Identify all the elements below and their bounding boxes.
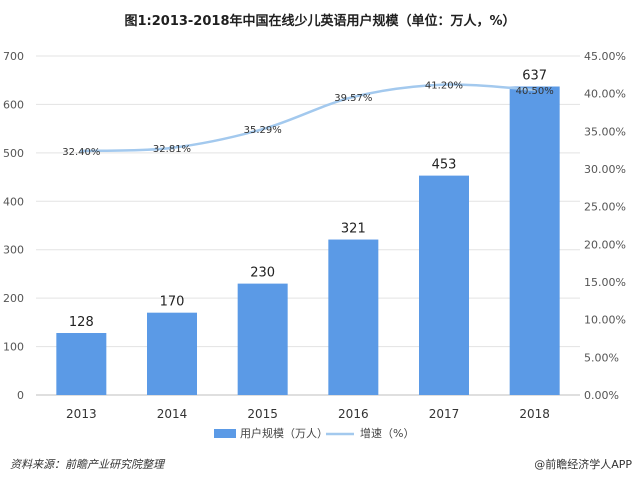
bar — [419, 175, 469, 395]
left-axis-tick-label: 0 — [17, 389, 24, 402]
line-data-label: 32.81% — [153, 144, 191, 155]
bar — [509, 86, 560, 395]
source-note: 资料来源：前瞻产业研究院整理 — [10, 458, 164, 471]
x-axis-tick-label: 2015 — [247, 407, 278, 421]
line-data-label: 41.20% — [425, 81, 463, 92]
left-axis-tick-label: 500 — [3, 147, 24, 160]
right-axis-tick-label: 0.00% — [584, 389, 619, 402]
x-axis-tick-label: 2016 — [338, 407, 369, 421]
bar — [56, 333, 107, 395]
bar-data-label: 637 — [522, 69, 547, 84]
bar-data-label: 230 — [250, 266, 275, 281]
bar-data-label: 453 — [432, 158, 457, 173]
bar-data-label: 128 — [69, 315, 94, 330]
line-point — [170, 146, 174, 150]
left-axis-tick-label: 400 — [3, 195, 24, 208]
left-axis-tick-label: 600 — [3, 98, 24, 111]
bar — [237, 283, 288, 395]
right-axis-tick-label: 30.00% — [584, 163, 626, 176]
growth-line — [81, 83, 535, 153]
line-point — [79, 149, 83, 153]
bar-data-label: 170 — [160, 295, 185, 310]
chart-title: 图1:2013-2018年中国在线少儿英语用户规模（单位：万人，%） — [124, 14, 516, 29]
left-axis-tick-label: 700 — [3, 50, 24, 63]
x-axis-tick-label: 2013 — [66, 407, 97, 421]
right-axis-tick-label: 25.00% — [584, 201, 626, 214]
line-point — [261, 127, 265, 131]
legend-line-label: 增速（%） — [360, 426, 414, 440]
line-data-label: 35.29% — [244, 125, 282, 136]
left-axis-tick-label: 200 — [3, 292, 24, 305]
bar-data-label: 321 — [341, 222, 366, 237]
line-point — [351, 95, 355, 99]
right-axis-tick-label: 20.00% — [584, 238, 626, 251]
right-axis-tick-label: 15.00% — [584, 276, 626, 289]
bar — [328, 239, 379, 395]
x-axis-tick-label: 2017 — [429, 407, 460, 421]
right-axis-tick-label: 45.00% — [584, 50, 626, 63]
right-axis-tick-label: 10.00% — [584, 314, 626, 327]
line-data-label: 39.57% — [334, 93, 372, 104]
footer: 资料来源：前瞻产业研究院整理 @前瞻经济学人APP — [0, 456, 640, 474]
line-point — [533, 88, 537, 92]
line-data-label: 32.40% — [62, 147, 100, 158]
bar — [147, 312, 197, 395]
right-axis-tick-label: 35.00% — [584, 125, 626, 138]
brand-label: @前瞻经济学人APP — [534, 458, 632, 471]
left-axis-tick-label: 300 — [3, 244, 24, 257]
line-data-label: 40.50% — [516, 86, 554, 97]
legend-bar-label: 用户规模（万人） — [240, 426, 328, 440]
right-axis-tick-label: 40.00% — [584, 88, 626, 101]
line-point — [442, 83, 446, 87]
left-axis-tick-label: 100 — [3, 341, 24, 354]
x-axis-tick-label: 2014 — [157, 407, 188, 421]
right-axis-tick-label: 5.00% — [584, 351, 619, 364]
legend-bar-swatch — [214, 429, 236, 438]
x-axis-tick-label: 2018 — [519, 407, 550, 421]
